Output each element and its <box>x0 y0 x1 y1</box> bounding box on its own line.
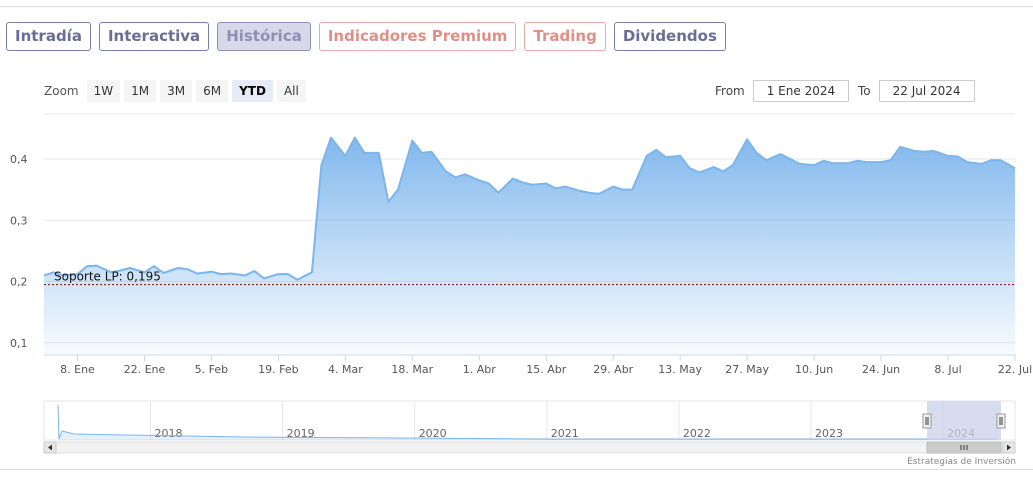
x-tick-label: 8. Ene <box>60 363 95 376</box>
to-date-input[interactable]: 22 Jul 2024 <box>878 80 975 102</box>
x-tick-label: 18. Mar <box>391 363 433 376</box>
to-label: To <box>858 84 871 98</box>
range-to: To 22 Jul 2024 <box>858 80 975 102</box>
scroll-right-arrow-icon <box>1007 444 1011 451</box>
zoom-1m-button[interactable]: 1M <box>124 80 157 102</box>
price-chart: Soporte LP: 0,195 0,1 0,2 0,3 0,4 8. Ene 22.… <box>10 113 1032 376</box>
x-tick-label: 15. Abr <box>526 363 566 376</box>
tab-intradia[interactable]: Intradía <box>6 22 91 51</box>
x-tick-label: 10. Jun <box>795 363 833 376</box>
zoom-3m-button[interactable]: 3M <box>160 80 193 102</box>
x-tick-label: 5. Feb <box>195 363 228 376</box>
scrollbar-track <box>43 441 1016 454</box>
navigator-handle <box>996 413 1006 429</box>
zoom-ytd-button[interactable]: YTD <box>232 80 273 102</box>
y-tick-label: 0,3 <box>10 214 28 227</box>
series-area <box>44 137 1015 355</box>
x-tick-label: 4. Mar <box>328 363 363 376</box>
x-tick-label: 1. Abr <box>463 363 496 376</box>
credit-text: Estrategias de Inversión <box>907 457 1016 467</box>
zoom-selector: Zoom 1W 1M 3M 6M YTD All <box>44 80 306 102</box>
bottom-rule <box>0 469 1033 470</box>
from-date-input[interactable]: 1 Ene 2024 <box>752 80 850 102</box>
y-tick-label: 0,2 <box>10 276 28 289</box>
zoom-label: Zoom <box>44 84 79 98</box>
navigator-background <box>43 400 1016 441</box>
x-tick-label: 19. Feb <box>258 363 298 376</box>
support-line-label: Soporte LP: 0,195 <box>54 270 161 284</box>
navigator[interactable]: 2018201920202021202220232024 <box>0 395 1033 460</box>
x-tick-label: 22. Jul <box>998 363 1032 376</box>
navigator-year-label: 2022 <box>683 427 711 440</box>
tab-historica[interactable]: Histórica <box>217 22 311 51</box>
x-tick-label: 27. May <box>725 363 769 376</box>
range-from: From 1 Ene 2024 <box>715 80 850 102</box>
x-tick-label: 24. Jun <box>862 363 900 376</box>
navigator-year-label: 2020 <box>419 427 447 440</box>
y-tick-label: 0,4 <box>10 153 28 166</box>
navigator-selection-mask <box>927 401 1001 440</box>
scroll-left-arrow-icon <box>48 444 52 451</box>
tab-dividendos[interactable]: Dividendos <box>613 22 726 51</box>
chart-tabs: Intradía Interactiva Histórica Indicador… <box>6 22 726 51</box>
x-tick-label: 8. Jul <box>934 363 961 376</box>
series-line <box>43 136 1016 281</box>
x-tick-label: 22. Ene <box>124 363 166 376</box>
navigator-year-label: 2021 <box>551 427 579 440</box>
navigator-year-label: 2019 <box>287 427 315 440</box>
y-tick-label: 0,1 <box>10 337 28 350</box>
navigator-year-label: 2023 <box>815 427 843 440</box>
x-tick-label: 13. May <box>658 363 702 376</box>
top-rule <box>0 6 1033 7</box>
navigator-year-label: 2018 <box>154 427 182 440</box>
zoom-6m-button[interactable]: 6M <box>196 80 229 102</box>
tab-trading[interactable]: Trading <box>524 22 606 51</box>
zoom-all-button[interactable]: All <box>276 80 306 102</box>
zoom-1w-button[interactable]: 1W <box>86 80 121 102</box>
navigator-handle <box>922 413 932 429</box>
x-tick-label: 29. Abr <box>593 363 633 376</box>
navigator-series-line <box>57 404 997 440</box>
tab-interactiva[interactable]: Interactiva <box>98 22 210 51</box>
navigator-series-area <box>58 405 997 440</box>
tab-indicadores-premium[interactable]: Indicadores Premium <box>318 22 517 51</box>
from-label: From <box>715 84 745 98</box>
